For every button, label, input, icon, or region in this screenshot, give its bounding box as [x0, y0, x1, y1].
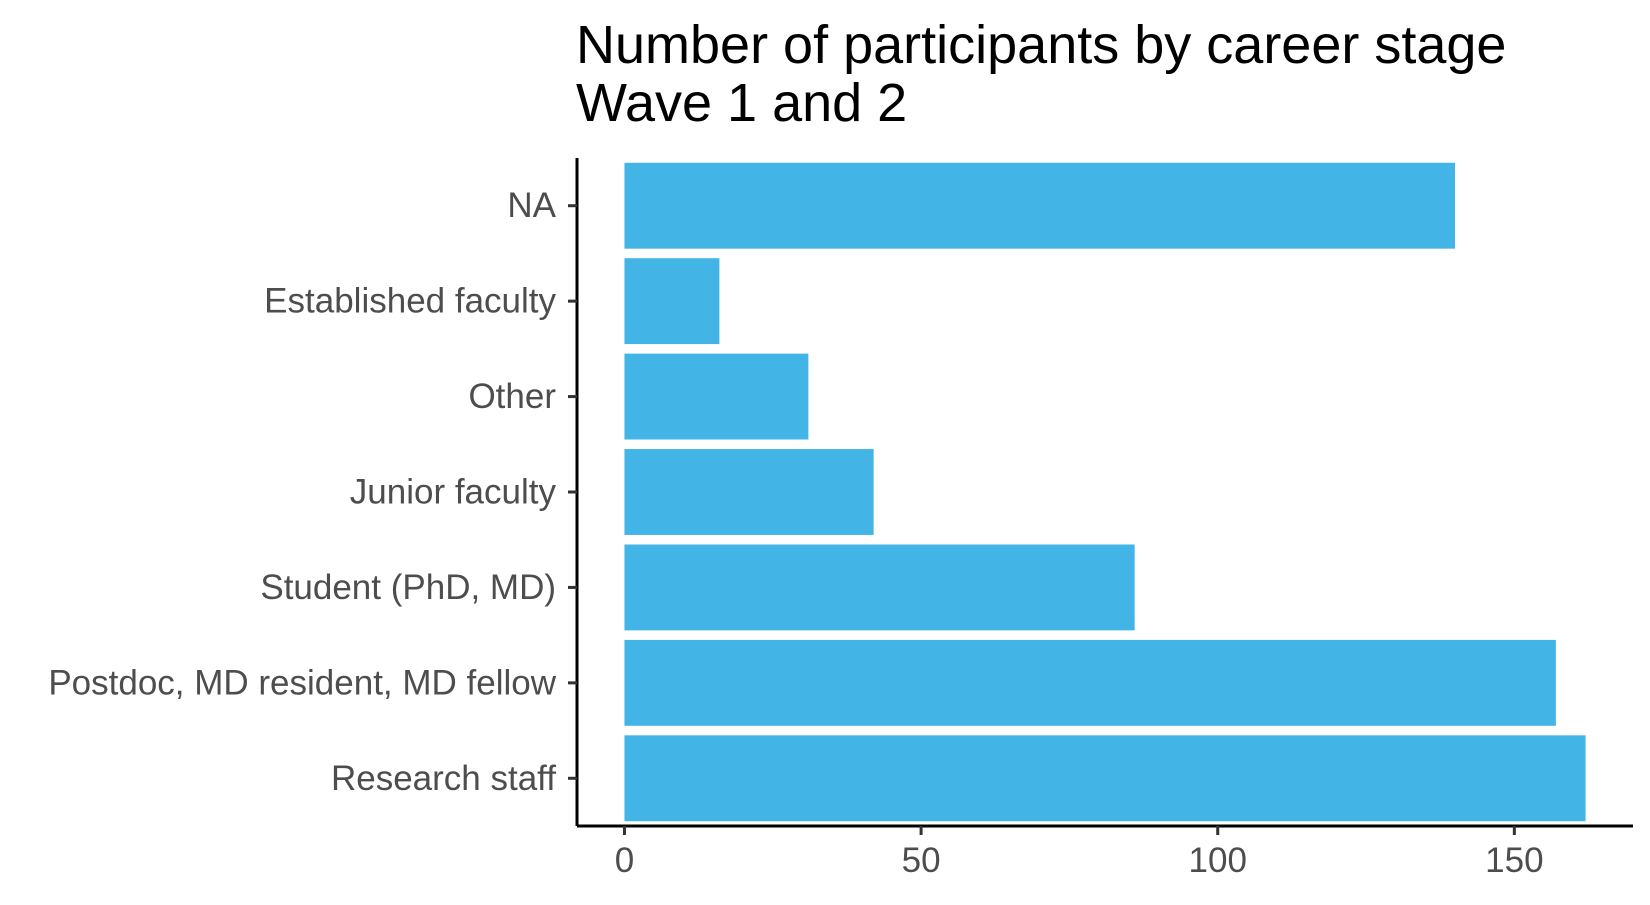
bar-6 [624, 735, 1586, 822]
bar-2 [624, 353, 809, 440]
bar-1 [624, 258, 720, 345]
y-tick-label-2: Other [468, 377, 556, 416]
y-tick-label-1: Established faculty [264, 282, 556, 321]
y-tick-label-5: Postdoc, MD resident, MD fellow [48, 663, 556, 702]
y-tick-label-3: Junior faculty [350, 473, 557, 512]
x-tick-label-1: 50 [902, 841, 941, 880]
x-tick-label-3: 150 [1485, 841, 1543, 880]
chart-title-line-2: Wave 1 and 2 [576, 73, 907, 133]
bar-5 [624, 639, 1556, 726]
x-axis-ticks: 0 50 100 150 [615, 826, 1544, 880]
bar-3 [624, 449, 874, 535]
y-axis-ticks: NA Established faculty Other Junior faculty… [48, 186, 577, 798]
chart-title-line-1: Number of participants by career stage [576, 15, 1506, 75]
y-tick-label-6: Research staff [331, 759, 556, 798]
x-tick-label-2: 100 [1189, 841, 1247, 880]
y-tick-label-0: NA [507, 186, 556, 225]
bar-0 [624, 162, 1456, 249]
chart-title: Number of participants by career stage W… [576, 15, 1506, 133]
bar-4 [624, 544, 1135, 631]
bars [624, 162, 1586, 822]
y-tick-label-4: Student (PhD, MD) [260, 568, 556, 607]
x-tick-label-0: 0 [615, 841, 634, 880]
